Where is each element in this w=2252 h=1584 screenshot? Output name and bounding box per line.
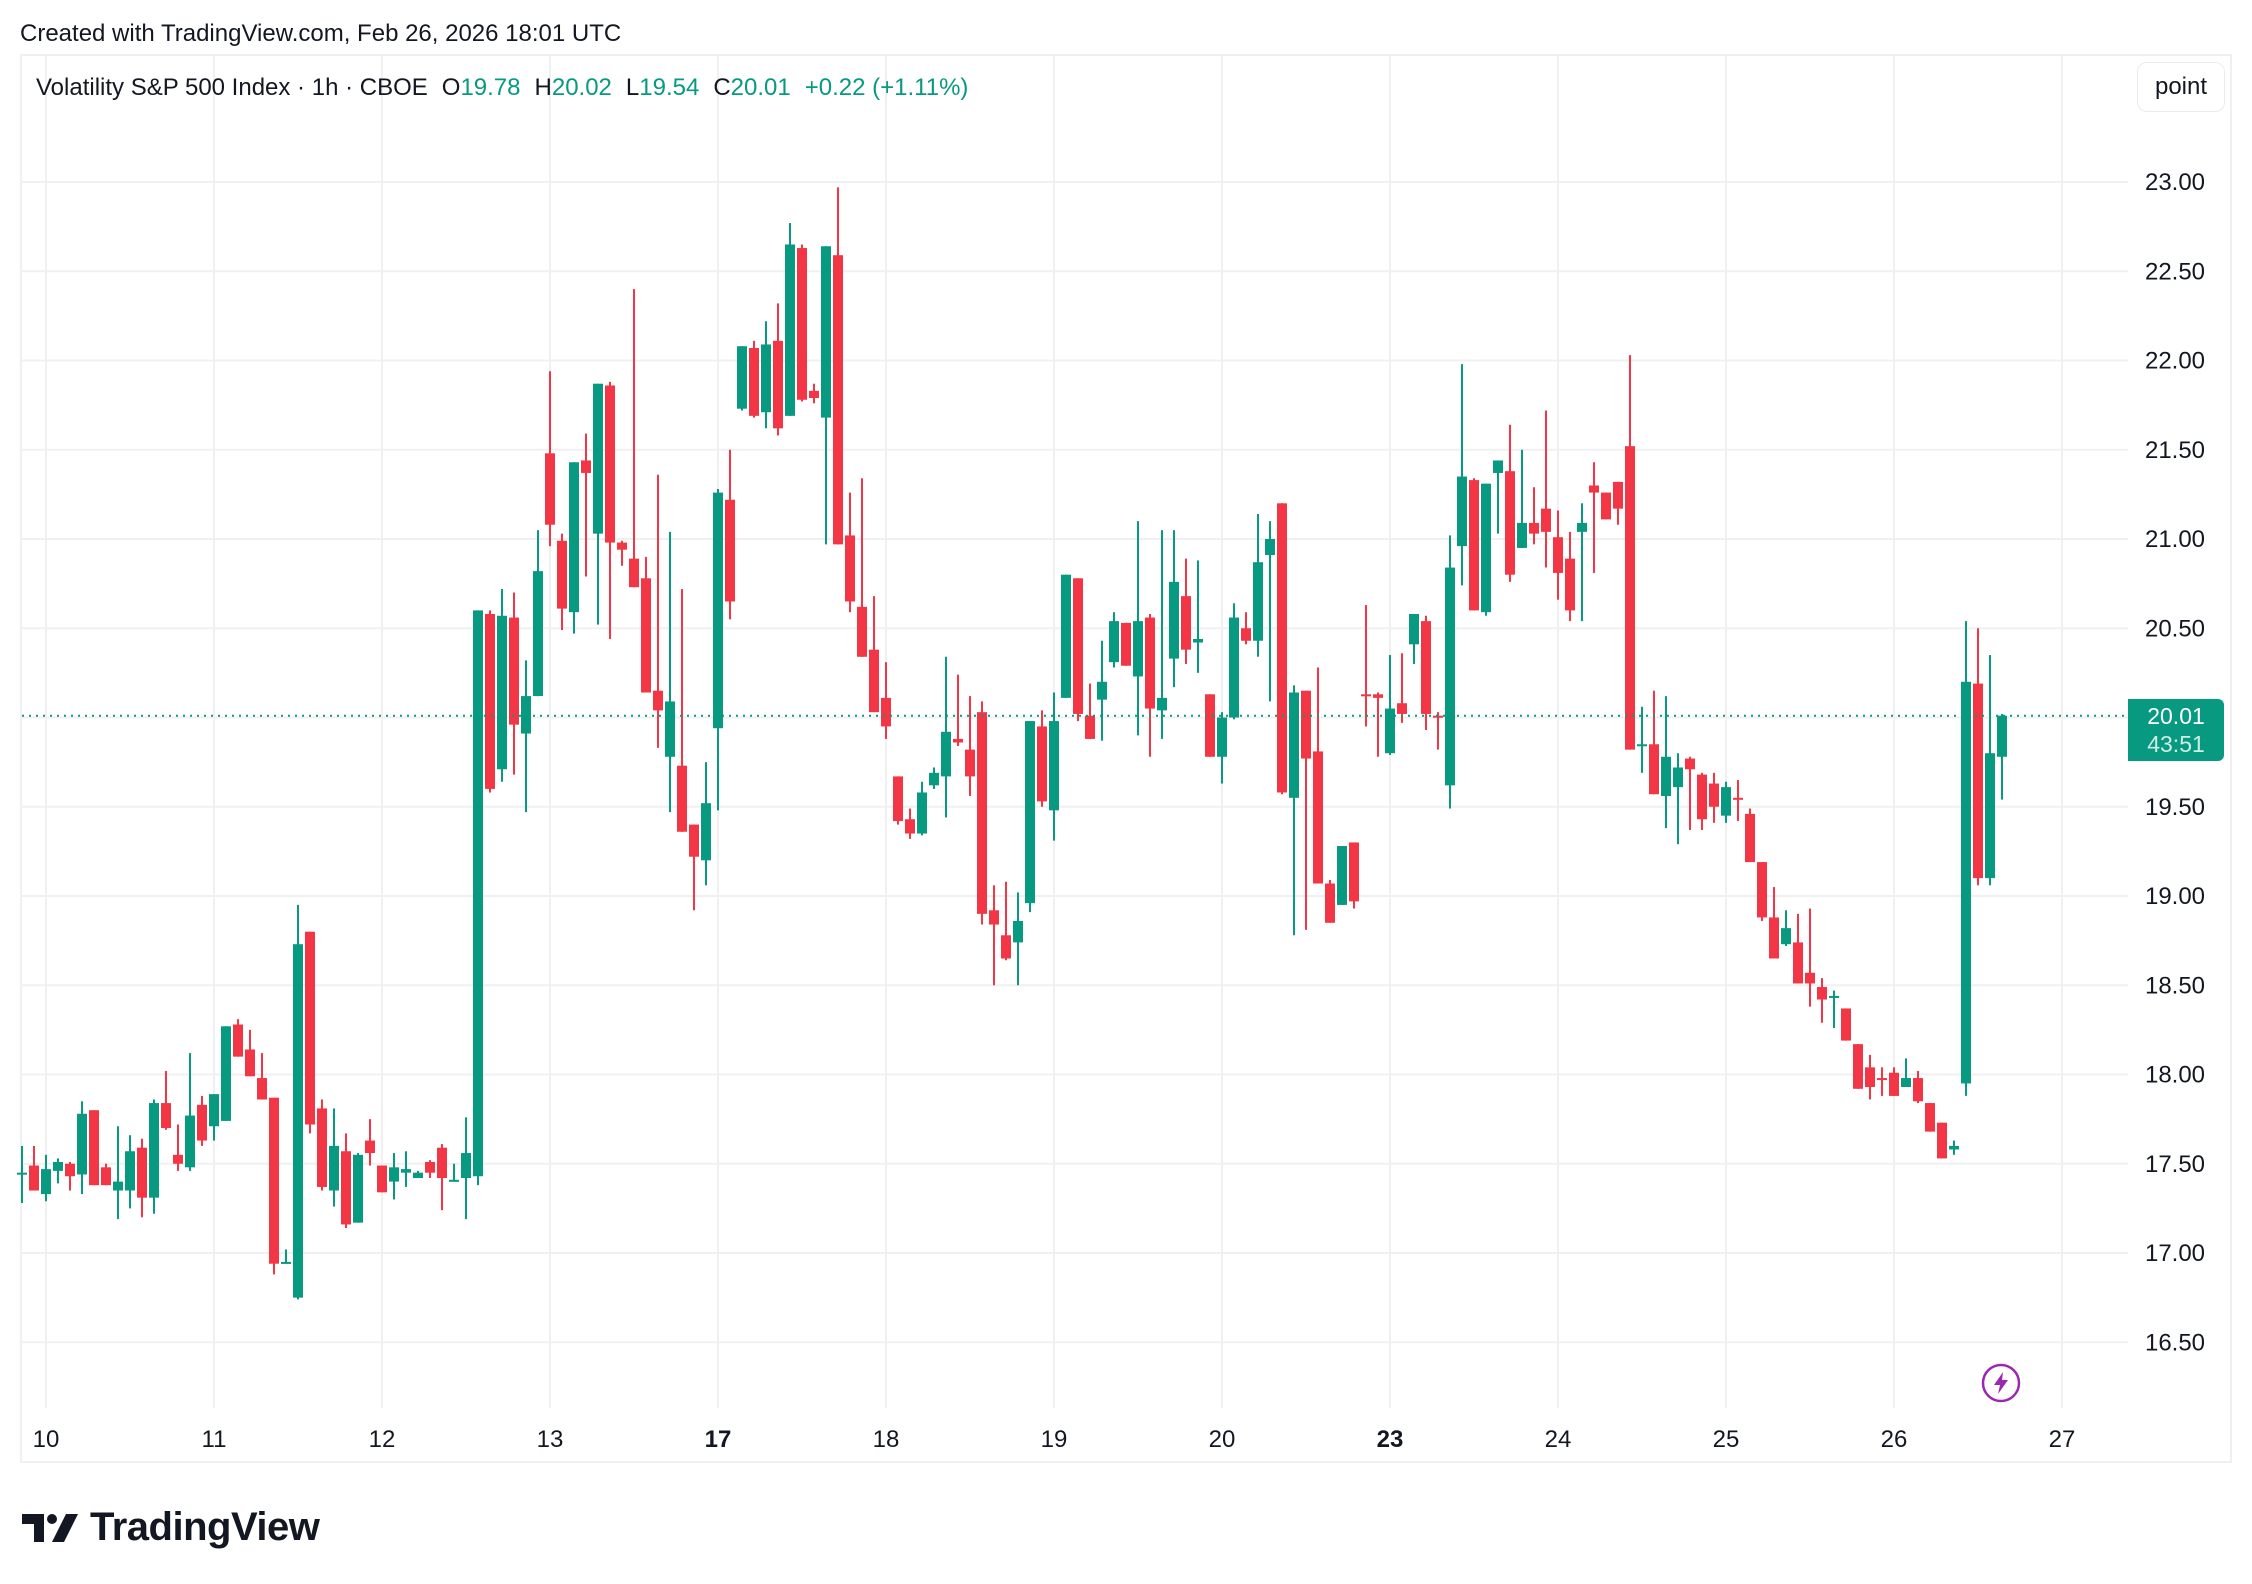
- close-value: 20.01: [730, 74, 791, 101]
- open-label: O: [441, 74, 461, 101]
- last-price-value: 20.01: [2147, 703, 2205, 729]
- open-value: 19.78: [460, 74, 521, 101]
- time-tick-label: 24: [1545, 1426, 1572, 1453]
- price-tick-label: 21.50: [2145, 437, 2205, 464]
- lightning-event-icon[interactable]: [1981, 1363, 2021, 1403]
- price-tick-label: 20.50: [2145, 615, 2205, 642]
- price-tick-label: 19.00: [2145, 883, 2205, 910]
- time-tick-label: 17: [705, 1426, 732, 1453]
- close-label: C: [713, 74, 731, 101]
- symbol-legend: Volatility S&P 500 Index · 1h · CBOE O 19…: [36, 74, 968, 102]
- price-tick-label: 17.00: [2145, 1240, 2205, 1267]
- created-with-caption: Created with TradingView.com, Feb 26, 20…: [20, 20, 622, 47]
- time-tick-label: 12: [369, 1426, 396, 1453]
- price-tick-label: 22.00: [2145, 348, 2205, 375]
- time-tick-label: 13: [537, 1426, 564, 1453]
- symbol-name: Volatility S&P 500 Index · 1h · CBOE: [36, 74, 428, 101]
- bar-countdown: 43:51: [2147, 731, 2205, 757]
- price-axis[interactable]: 23.0022.5022.0021.5021.0020.5020.0019.50…: [2145, 169, 2205, 1356]
- time-tick-label: 27: [2049, 1426, 2076, 1453]
- tradingview-logo-icon: [22, 1513, 78, 1542]
- change-value: +0.22 (+1.11%): [804, 74, 969, 101]
- time-tick-label: 18: [873, 1426, 900, 1453]
- tradingview-wordmark: TradingView: [90, 1505, 320, 1549]
- time-tick-label: 19: [1041, 1426, 1068, 1453]
- time-tick-label: 26: [1881, 1426, 1908, 1453]
- price-tick-label: 22.50: [2145, 258, 2205, 285]
- grid-lines: [22, 56, 2128, 1408]
- time-tick-label: 20: [1209, 1426, 1236, 1453]
- high-value: 20.02: [551, 74, 612, 101]
- candles: [17, 187, 2007, 1300]
- time-axis[interactable]: 10 11 12 13 17 18 19 20 23 24 25 26 27: [33, 1426, 2076, 1453]
- price-tick-label: 17.50: [2145, 1151, 2205, 1178]
- low-label: L: [625, 74, 640, 101]
- tradingview-logo[interactable]: TradingView: [22, 1505, 320, 1550]
- price-unit-button[interactable]: point: [2137, 62, 2225, 112]
- price-tick-label: 21.00: [2145, 526, 2205, 553]
- time-tick-label: 11: [202, 1426, 227, 1453]
- price-tick-label: 23.00: [2145, 169, 2205, 196]
- price-tick-label: 18.50: [2145, 972, 2205, 999]
- low-value: 19.54: [639, 74, 700, 101]
- time-tick-label: 25: [1713, 1426, 1740, 1453]
- price-tick-label: 19.50: [2145, 794, 2205, 821]
- high-label: H: [534, 74, 552, 101]
- price-tick-label: 16.50: [2145, 1329, 2205, 1356]
- time-tick-label: 10: [33, 1426, 60, 1453]
- time-tick-label: 23: [1377, 1426, 1404, 1453]
- price-tick-label: 18.00: [2145, 1062, 2205, 1089]
- last-price-tag: 20.01 43:51: [2128, 699, 2224, 761]
- chart-frame: [20, 54, 2232, 1463]
